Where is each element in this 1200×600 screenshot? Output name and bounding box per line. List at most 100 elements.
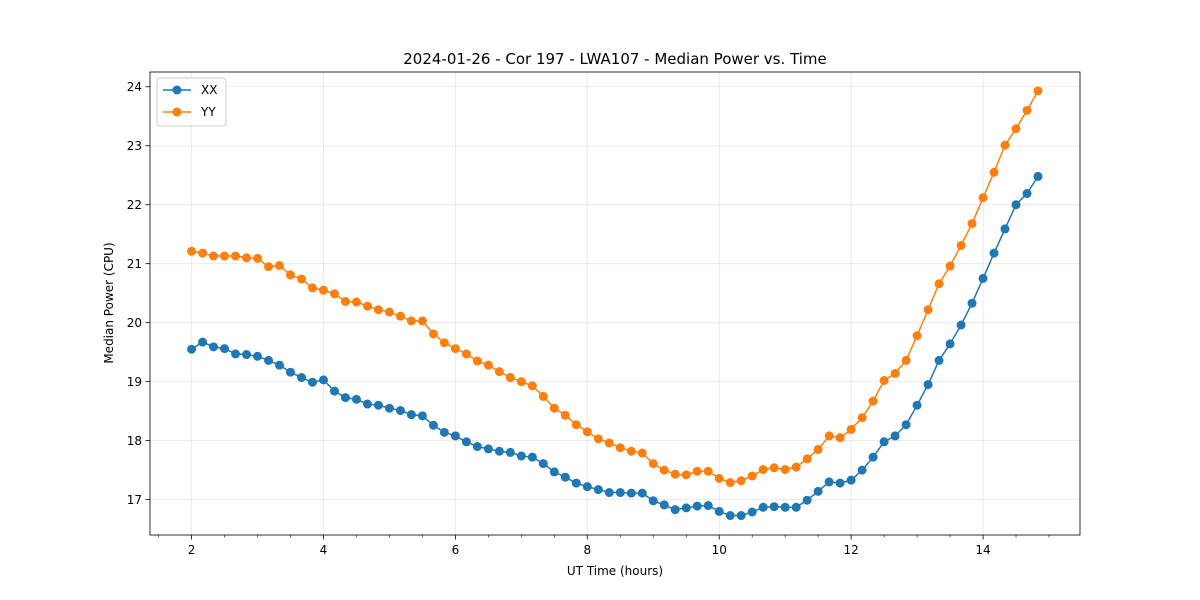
data-point-yy bbox=[264, 262, 274, 272]
data-point-yy bbox=[648, 459, 658, 469]
data-point-xx bbox=[956, 320, 966, 330]
legend-label-yy: YY bbox=[200, 105, 216, 119]
data-point-xx bbox=[472, 442, 482, 452]
data-point-xx bbox=[450, 431, 460, 441]
data-point-yy bbox=[1011, 124, 1021, 134]
data-point-yy bbox=[220, 251, 230, 261]
data-point-xx bbox=[264, 355, 274, 365]
data-point-xx bbox=[220, 344, 230, 354]
data-point-xx bbox=[318, 375, 328, 385]
data-point-xx bbox=[187, 344, 197, 354]
data-point-xx bbox=[934, 355, 944, 365]
data-point-xx bbox=[253, 351, 263, 361]
data-point-yy bbox=[571, 420, 581, 430]
data-point-yy bbox=[725, 478, 735, 488]
y-axis-label: Median Power (CPU) bbox=[102, 242, 116, 363]
x-tick-label: 10 bbox=[712, 543, 727, 557]
data-point-yy bbox=[901, 355, 911, 365]
data-point-yy bbox=[967, 219, 977, 229]
data-point-xx bbox=[703, 501, 713, 511]
data-point-xx bbox=[242, 350, 251, 360]
data-point-yy bbox=[318, 285, 328, 295]
data-point-xx bbox=[791, 502, 801, 512]
legend-marker-xx bbox=[172, 85, 182, 95]
data-point-xx bbox=[373, 400, 383, 410]
data-point-yy bbox=[395, 311, 405, 321]
data-point-yy bbox=[406, 316, 416, 326]
data-point-xx bbox=[857, 465, 867, 475]
data-point-yy bbox=[813, 444, 823, 454]
data-point-xx bbox=[417, 411, 427, 421]
data-point-yy bbox=[758, 465, 768, 475]
data-point-yy bbox=[428, 329, 438, 339]
data-point-yy bbox=[846, 424, 856, 434]
data-point-xx bbox=[824, 477, 834, 487]
data-point-yy bbox=[637, 448, 647, 458]
data-point-xx bbox=[1000, 224, 1010, 234]
data-point-yy bbox=[824, 431, 834, 441]
y-tick-label: 17 bbox=[127, 493, 142, 507]
data-point-yy bbox=[890, 368, 900, 378]
data-point-yy bbox=[505, 373, 515, 383]
data-point-xx bbox=[395, 406, 405, 416]
series-xx bbox=[187, 171, 1043, 521]
data-point-xx bbox=[571, 478, 581, 488]
data-point-xx bbox=[307, 377, 317, 387]
data-point-xx bbox=[351, 394, 361, 404]
data-point-yy bbox=[461, 349, 471, 359]
x-tick-label: 8 bbox=[583, 543, 591, 557]
data-point-xx bbox=[1033, 171, 1043, 181]
data-point-yy bbox=[253, 253, 263, 263]
data-point-xx bbox=[725, 511, 735, 521]
data-point-xx bbox=[659, 500, 669, 510]
legend-label-xx: XX bbox=[201, 83, 217, 97]
data-point-xx bbox=[747, 507, 757, 517]
data-point-xx bbox=[1022, 189, 1032, 198]
data-point-xx bbox=[912, 400, 922, 410]
y-tick-label: 24 bbox=[127, 80, 142, 94]
data-point-yy bbox=[307, 283, 317, 293]
data-point-xx bbox=[1011, 200, 1021, 210]
x-tick-label: 4 bbox=[320, 543, 328, 557]
series-yy bbox=[187, 86, 1043, 488]
data-point-xx bbox=[615, 488, 625, 498]
data-point-yy bbox=[912, 331, 922, 341]
data-point-yy bbox=[527, 381, 537, 391]
data-point-yy bbox=[989, 167, 999, 177]
data-point-xx bbox=[967, 298, 977, 308]
data-point-yy bbox=[681, 470, 691, 480]
data-point-yy bbox=[945, 261, 955, 271]
data-point-xx bbox=[582, 482, 592, 492]
data-point-yy bbox=[351, 297, 361, 307]
data-point-yy bbox=[274, 260, 284, 270]
y-tick-label: 18 bbox=[127, 434, 142, 448]
plot-frame bbox=[149, 71, 1081, 536]
data-point-xx bbox=[538, 459, 548, 469]
data-point-xx bbox=[813, 486, 823, 496]
data-point-xx bbox=[198, 337, 208, 347]
data-point-xx bbox=[989, 248, 999, 258]
data-point-yy bbox=[791, 462, 801, 472]
data-point-xx bbox=[945, 339, 955, 349]
data-point-yy bbox=[934, 279, 944, 289]
data-point-xx bbox=[285, 367, 295, 377]
data-point-yy bbox=[187, 246, 197, 256]
data-point-xx bbox=[406, 410, 416, 420]
y-tick-label: 21 bbox=[127, 257, 142, 271]
data-point-yy bbox=[692, 466, 702, 476]
data-point-xx bbox=[209, 342, 219, 352]
data-point-xx bbox=[923, 380, 933, 390]
data-point-xx bbox=[297, 373, 306, 383]
data-point-xx bbox=[901, 420, 911, 430]
data-point-yy bbox=[868, 396, 878, 406]
data-point-yy bbox=[384, 307, 394, 317]
y-tick-label: 22 bbox=[127, 198, 142, 212]
data-point-yy bbox=[835, 433, 845, 443]
data-point-yy bbox=[780, 465, 790, 475]
data-point-xx bbox=[494, 446, 504, 456]
x-tick-label: 12 bbox=[843, 543, 858, 557]
data-point-xx bbox=[714, 506, 724, 516]
data-point-xx bbox=[736, 511, 746, 521]
data-point-xx bbox=[879, 437, 889, 447]
data-point-yy bbox=[209, 251, 219, 261]
